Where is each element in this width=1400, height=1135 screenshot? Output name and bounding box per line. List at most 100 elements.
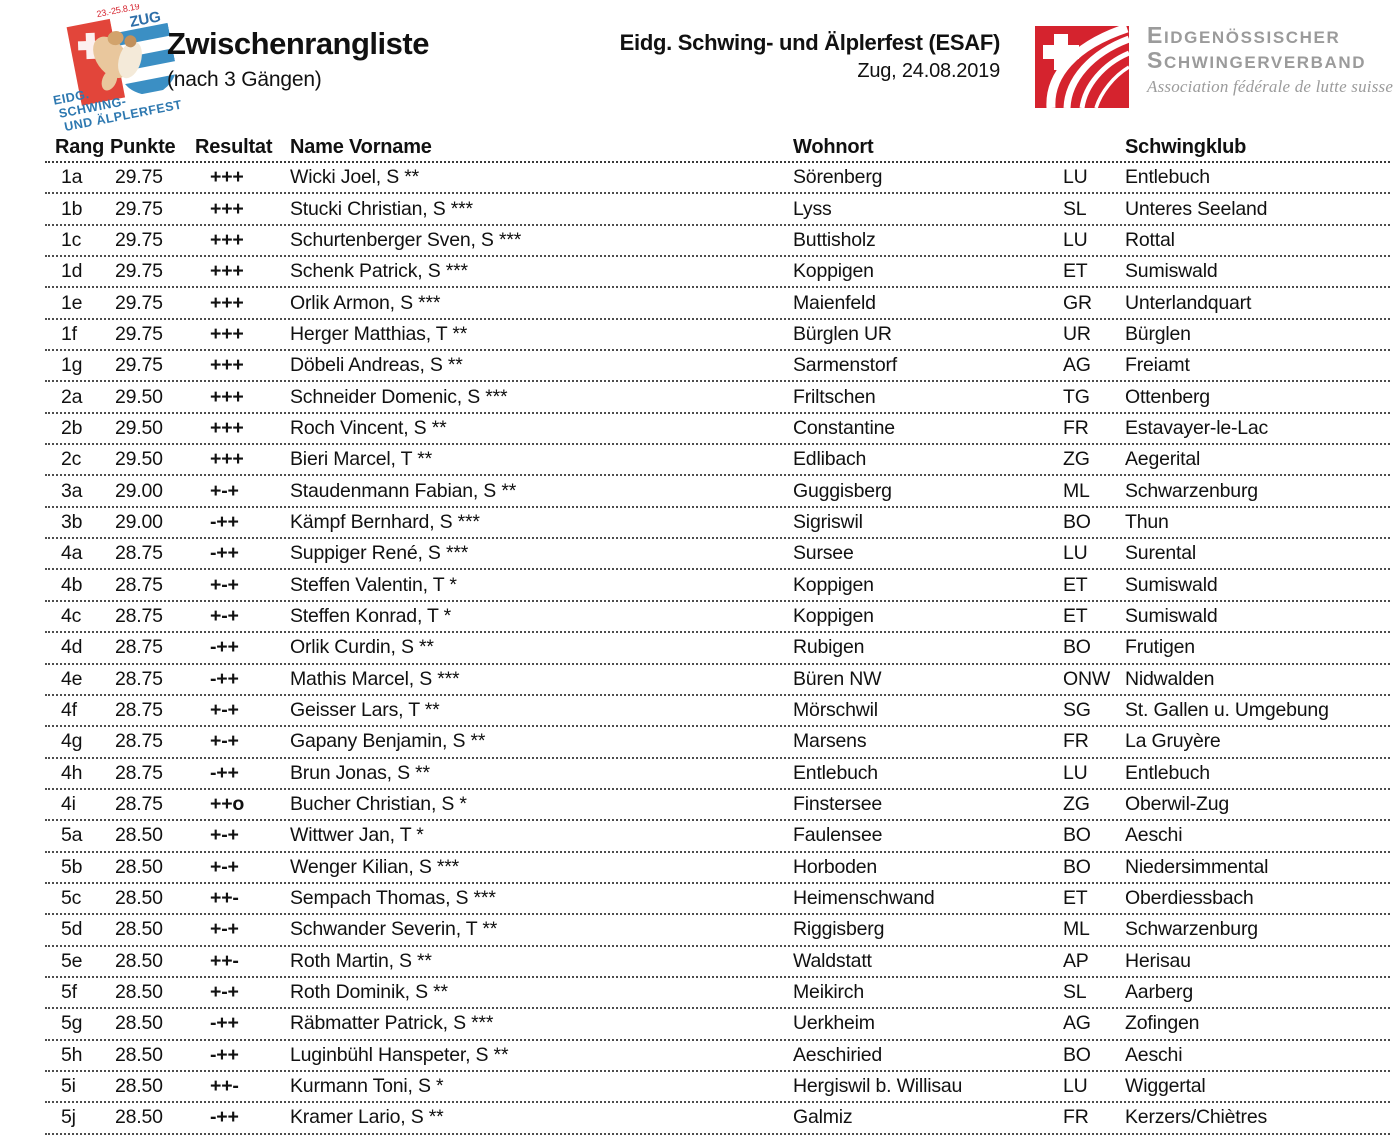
schwingerverband-wordmark: Eidgenössischer Schwingerverband Associa… bbox=[1147, 24, 1393, 97]
table-row: 1d 29.75 +++ Schenk Patrick, S *** Koppi… bbox=[45, 257, 1390, 289]
cell-name: Roch Vincent, S ** bbox=[290, 416, 447, 439]
cell-kanton: LU bbox=[1063, 761, 1088, 784]
cell-schwingklub: Entlebuch bbox=[1125, 166, 1210, 189]
cell-kanton: ML bbox=[1063, 918, 1090, 941]
cell-name: Schwander Severin, T ** bbox=[290, 918, 498, 941]
cell-name: Geisser Lars, T ** bbox=[290, 699, 440, 722]
table-row: 4e 28.75 -++ Mathis Marcel, S *** Büren … bbox=[45, 665, 1390, 696]
cell-kanton: TG bbox=[1063, 385, 1090, 408]
cell-wohnort: Faulensee bbox=[793, 824, 883, 847]
cell-schwingklub: Aeschi bbox=[1125, 824, 1183, 847]
cell-wohnort: Hergiswil b. Willisau bbox=[793, 1075, 963, 1098]
cell-punkte: 29.00 bbox=[115, 510, 163, 533]
cell-kanton: AP bbox=[1063, 949, 1089, 972]
cell-schwingklub: Aeschi bbox=[1125, 1043, 1183, 1066]
cell-kanton: ET bbox=[1063, 887, 1088, 910]
cell-resultat: ++- bbox=[210, 949, 239, 972]
cell-resultat: +++ bbox=[210, 385, 244, 408]
cell-rang: 4h bbox=[61, 761, 83, 784]
cell-kanton: AG bbox=[1063, 1012, 1091, 1035]
cell-rang: 2c bbox=[61, 448, 82, 471]
cell-schwingklub: Frutigen bbox=[1125, 636, 1195, 659]
cell-kanton: UR bbox=[1063, 322, 1091, 345]
cell-schwingklub: Sumiswald bbox=[1125, 260, 1218, 283]
org-name-line1: Eidgenössischer bbox=[1147, 22, 1341, 48]
cell-punkte: 29.50 bbox=[115, 416, 163, 439]
table-row: 1c 29.75 +++ Schurtenberger Sven, S *** … bbox=[45, 226, 1390, 258]
cell-wohnort: Maienfeld bbox=[793, 291, 876, 314]
cell-wohnort: Marsens bbox=[793, 730, 867, 753]
cell-punkte: 28.75 bbox=[115, 667, 163, 690]
event-date: Zug, 24.08.2019 bbox=[857, 60, 1000, 82]
org-name-line3: Association fédérale de lutte suisse bbox=[1147, 77, 1394, 96]
cell-kanton: BO bbox=[1063, 855, 1091, 878]
cell-resultat: +++ bbox=[210, 166, 244, 189]
cell-schwingklub: Schwarzenburg bbox=[1125, 918, 1258, 941]
cell-kanton: FR bbox=[1063, 416, 1089, 439]
cell-rang: 1d bbox=[61, 260, 83, 283]
cell-kanton: BO bbox=[1063, 824, 1091, 847]
cell-wohnort: Mörschwil bbox=[793, 699, 878, 722]
cell-rang: 3b bbox=[61, 510, 83, 533]
table-row: 5c 28.50 ++- Sempach Thomas, S *** Heime… bbox=[45, 884, 1390, 916]
cell-resultat: +++ bbox=[210, 354, 244, 377]
cell-schwingklub: Oberdiessbach bbox=[1125, 887, 1254, 910]
cell-punkte: 28.75 bbox=[115, 604, 163, 627]
cell-name: Steffen Valentin, T * bbox=[290, 573, 457, 596]
table-header-row: Rang Punkte Resultat Name Vorname Wohnor… bbox=[45, 133, 1390, 163]
cell-punkte: 28.50 bbox=[115, 855, 163, 878]
cell-resultat: +++ bbox=[210, 228, 244, 251]
cell-punkte: 29.50 bbox=[115, 448, 163, 471]
cell-punkte: 28.75 bbox=[115, 793, 163, 816]
cell-rang: 4e bbox=[61, 667, 83, 690]
cell-rang: 1f bbox=[61, 322, 77, 345]
cell-kanton: FR bbox=[1063, 730, 1089, 753]
cell-punkte: 29.75 bbox=[115, 260, 163, 283]
logo-zug-label: ZUG bbox=[128, 8, 162, 31]
table-row: 4g 28.75 +-+ Gapany Benjamin, S ** Marse… bbox=[45, 727, 1390, 759]
table-row: 4h 28.75 -++ Brun Jonas, S ** Entlebuch … bbox=[45, 759, 1390, 790]
cell-resultat: -++ bbox=[210, 1043, 239, 1066]
table-row: 4i 28.75 ++o Bucher Christian, S * Finst… bbox=[45, 790, 1390, 822]
cell-name: Luginbühl Hanspeter, S ** bbox=[290, 1043, 509, 1066]
cell-rang: 4f bbox=[61, 699, 77, 722]
cell-punkte: 28.50 bbox=[115, 1012, 163, 1035]
cell-kanton: BO bbox=[1063, 636, 1091, 659]
swiss-cross-icon bbox=[1043, 34, 1079, 70]
cell-name: Sempach Thomas, S *** bbox=[290, 887, 496, 910]
col-header-resultat: Resultat bbox=[195, 135, 273, 158]
cell-resultat: +++ bbox=[210, 291, 244, 314]
event-name: Eidg. Schwing- und Älplerfest (ESAF) bbox=[619, 30, 1001, 55]
col-header-name: Name Vorname bbox=[290, 135, 432, 158]
cell-resultat: +++ bbox=[210, 260, 244, 283]
cell-rang: 5d bbox=[61, 918, 83, 941]
cell-name: Gapany Benjamin, S ** bbox=[290, 730, 486, 753]
cell-schwingklub: Thun bbox=[1125, 510, 1169, 533]
cell-kanton: ONW bbox=[1063, 667, 1111, 690]
table-row: 4a 28.75 -++ Suppiger René, S *** Sursee… bbox=[45, 539, 1390, 571]
table-body: 1a 29.75 +++ Wicki Joel, S ** Sörenberg … bbox=[45, 163, 1390, 1135]
cell-schwingklub: La Gruyère bbox=[1125, 730, 1221, 753]
cell-wohnort: Koppigen bbox=[793, 604, 874, 627]
col-header-punkte: Punkte bbox=[110, 135, 176, 158]
cell-name: Wicki Joel, S ** bbox=[290, 166, 419, 189]
cell-kanton: LU bbox=[1063, 228, 1088, 251]
cell-kanton: LU bbox=[1063, 166, 1088, 189]
table-row: 1f 29.75 +++ Herger Matthias, T ** Bürgl… bbox=[45, 320, 1390, 352]
schwingerverband-logo: Eidgenössischer Schwingerverband Associa… bbox=[1035, 23, 1395, 124]
cell-kanton: ML bbox=[1063, 479, 1090, 502]
cell-wohnort: Koppigen bbox=[793, 573, 874, 596]
cell-kanton: AG bbox=[1063, 354, 1091, 377]
esaf-zug-logo-graphic: ZUG 23.-25.8.19 EIDG. SCHWING- UND bbox=[52, 1, 183, 134]
table-row: 2a 29.50 +++ Schneider Domenic, S *** Fr… bbox=[45, 382, 1390, 414]
cell-resultat: -++ bbox=[210, 1012, 239, 1035]
cell-punkte: 28.50 bbox=[115, 949, 163, 972]
cell-wohnort: Friltschen bbox=[793, 385, 876, 408]
cell-schwingklub: Unteres Seeland bbox=[1125, 197, 1268, 220]
cell-name: Kramer Lario, S ** bbox=[290, 1106, 444, 1129]
cell-resultat: +-+ bbox=[210, 573, 239, 596]
cell-rang: 5c bbox=[61, 887, 82, 910]
cell-schwingklub: Niedersimmental bbox=[1125, 855, 1269, 878]
cell-resultat: ++- bbox=[210, 1075, 239, 1098]
